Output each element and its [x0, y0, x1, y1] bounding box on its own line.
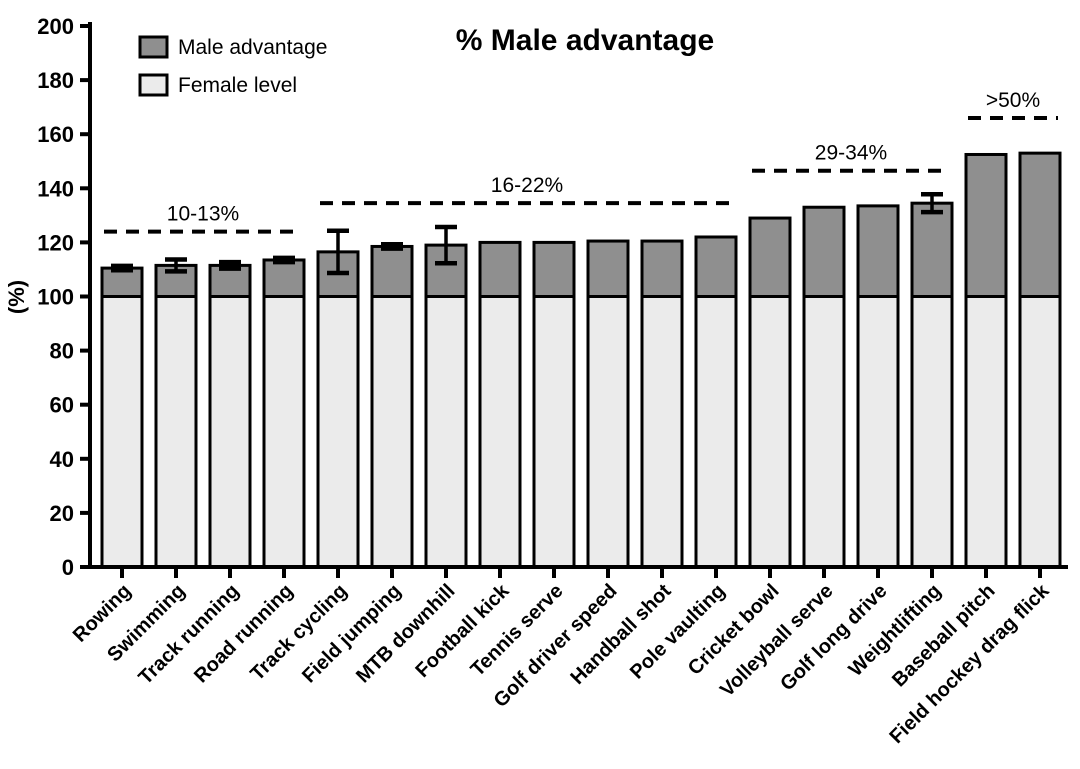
y-tick-label-160: 160 — [37, 122, 74, 147]
annotation-label-10-13-: 10-13% — [167, 203, 239, 226]
bar-handball-shot-male-advantage — [640, 239, 684, 298]
x-axis-label-pole-vaulting: Pole vaulting — [626, 580, 730, 684]
x-axis-label-track-cycling: Track cycling — [246, 580, 351, 685]
bar-pole-vaulting-male-advantage — [694, 235, 738, 299]
bar-rowing-male-advantage — [100, 266, 144, 299]
legend-label-male-advantage: Male advantage — [178, 36, 327, 59]
bar-volleyball-serve-female-level — [802, 295, 846, 569]
bar-football-kick-male-advantage — [478, 240, 522, 298]
bar-baseball-pitch-female-level — [964, 295, 1008, 569]
bar-weightlifting-male-advantage — [910, 201, 954, 299]
bar-golf-driver-speed-male-advantage — [586, 239, 630, 298]
bar-cricket-bowl-female-level — [748, 295, 792, 569]
bar-weightlifting-female-level — [910, 295, 954, 569]
bar-swimming-female-level — [154, 295, 198, 569]
bar-rowing-female-level — [100, 295, 144, 569]
legend: Male advantage Female level — [138, 35, 327, 97]
y-tick-label-120: 120 — [37, 230, 74, 255]
legend-swatch-female-level — [138, 73, 169, 97]
bar-track-running-female-level — [208, 295, 252, 569]
bar-baseball-pitch-male-advantage — [964, 152, 1008, 298]
x-axis-label-football-kick: Football kick — [412, 579, 515, 682]
legend-swatch-male-advantage — [138, 35, 169, 59]
bar-field-hockey-drag-flick-female-level — [1018, 295, 1062, 569]
bar-tennis-serve-male-advantage — [532, 240, 576, 298]
bar-road-running-male-advantage — [262, 258, 306, 299]
y-tick-label-100: 100 — [37, 285, 74, 310]
y-tick-label-40: 40 — [50, 447, 74, 472]
y-tick-label-20: 20 — [50, 501, 74, 526]
bar-track-cycling-female-level — [316, 295, 360, 569]
y-tick-label-0: 0 — [62, 555, 74, 580]
annotation-label--50-: >50% — [986, 89, 1040, 112]
y-tick-label-180: 180 — [37, 68, 74, 93]
bar-field-jumping-female-level — [370, 295, 414, 569]
y-tick-label-200: 200 — [37, 14, 74, 39]
bar-football-kick-female-level — [478, 295, 522, 569]
annotation-label-29-34-: 29-34% — [815, 142, 887, 165]
bar-golf-long-drive-female-level — [856, 295, 900, 569]
bar-golf-long-drive-male-advantage — [856, 204, 900, 299]
bar-field-jumping-male-advantage — [370, 244, 414, 299]
y-tick-label-80: 80 — [50, 339, 74, 364]
bar-road-running-female-level — [262, 295, 306, 569]
bar-handball-shot-female-level — [640, 295, 684, 569]
bar-tennis-serve-female-level — [532, 295, 576, 569]
legend-label-female-level: Female level — [178, 74, 297, 97]
bar-golf-driver-speed-female-level — [586, 295, 630, 569]
bar-volleyball-serve-male-advantage — [802, 205, 846, 298]
y-tick-label-140: 140 — [37, 176, 74, 201]
annotation-label-16-22-: 16-22% — [491, 174, 563, 197]
bar-pole-vaulting-female-level — [694, 295, 738, 569]
y-axis-title: (%) — [4, 280, 29, 314]
bar-cricket-bowl-male-advantage — [748, 216, 792, 298]
plot-area: 020406080100120140160180200RowingSwimmin… — [37, 14, 1068, 748]
bar-field-hockey-drag-flick-male-advantage — [1018, 151, 1062, 298]
chart-title: % Male advantage — [456, 24, 714, 57]
y-tick-label-60: 60 — [50, 393, 74, 418]
bar-mtb-downhill-female-level — [424, 295, 468, 569]
